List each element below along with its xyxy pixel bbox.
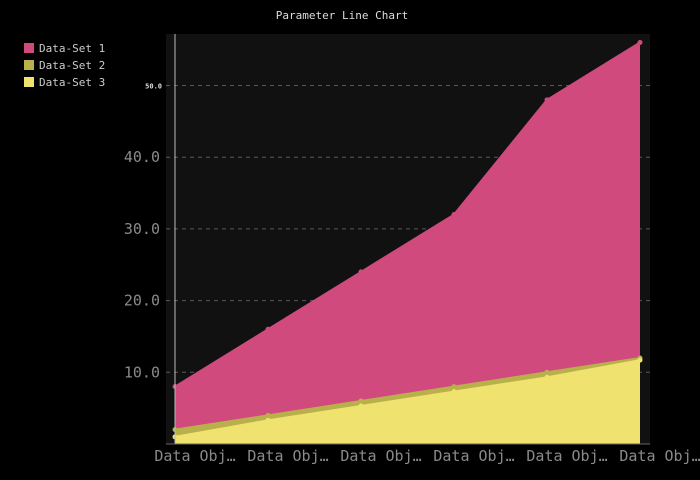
y-tick-label: 40.0 xyxy=(124,148,160,166)
series-line-3 xyxy=(174,359,641,438)
series-line-1 xyxy=(174,41,641,388)
x-tick-labels: Data Obj… Data Obj… Data Obj… Data Obj… Data… xyxy=(154,447,700,465)
legend-label: Data-Set 1 xyxy=(39,42,105,55)
data-point xyxy=(544,369,550,375)
series-points xyxy=(172,39,643,440)
legend: Data-Set 1 Data-Set 2 Data-Set 3 xyxy=(24,42,105,89)
series-line-2 xyxy=(174,356,641,431)
data-point xyxy=(358,398,364,404)
series-area-1 xyxy=(175,42,640,444)
x-tick-label: Data Obj… xyxy=(433,447,514,465)
data-point xyxy=(265,326,271,332)
legend-swatch xyxy=(24,60,34,70)
y-tick-label: 30.0 xyxy=(124,220,160,238)
data-point xyxy=(358,403,364,409)
data-point xyxy=(637,39,643,45)
data-point xyxy=(451,384,457,390)
data-point xyxy=(358,269,364,275)
data-point xyxy=(451,212,457,218)
legend-label: Data-Set 2 xyxy=(39,59,105,72)
data-point xyxy=(451,389,457,395)
x-tick-label: Data Obj… xyxy=(340,447,421,465)
data-point xyxy=(544,374,550,380)
y-tick-label: 10.0 xyxy=(124,363,160,381)
legend-swatch xyxy=(24,77,34,87)
legend-swatch xyxy=(24,43,34,53)
data-point xyxy=(265,412,271,418)
chart-title: Parameter Line Chart xyxy=(276,9,408,22)
y-tick-labels: 10.0 20.0 30.0 40.0 50.0 xyxy=(124,83,162,382)
x-tick-label: Data Obj… xyxy=(619,447,700,465)
x-tick-label: Data Obj… xyxy=(247,447,328,465)
y-tick-label: 20.0 xyxy=(124,292,160,310)
data-point xyxy=(637,357,643,363)
series-areas xyxy=(174,41,641,444)
x-tick-label: Data Obj… xyxy=(154,447,235,465)
data-point xyxy=(544,97,550,103)
y-tick-label: 50.0 xyxy=(145,83,162,91)
legend-label: Data-Set 3 xyxy=(39,76,105,89)
data-point xyxy=(265,417,271,423)
x-tick-label: Data Obj… xyxy=(526,447,607,465)
